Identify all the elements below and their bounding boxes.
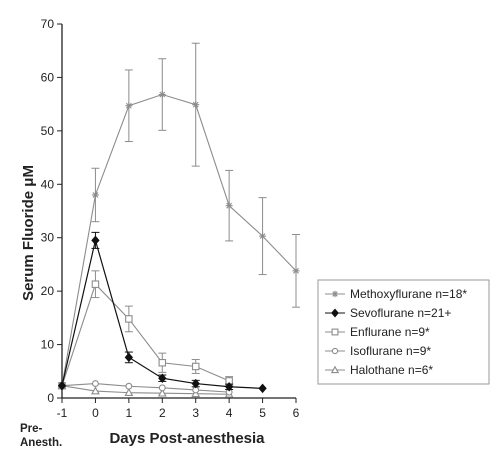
diamond-marker [191,378,200,389]
x-tick-label: 4 [226,406,233,420]
series-line [61,283,230,386]
y-tick-label: 0 [47,391,54,405]
triangle-marker [330,365,340,374]
x-tick-label: 6 [293,406,300,420]
series-line [61,93,297,386]
axes-group [61,24,296,399]
asterisk-stroke [332,291,338,297]
pre-anesth-label-line1: Pre- [20,423,43,435]
legend-entry: Sevoflurane n=21+ [325,306,451,320]
diamond-marker [91,235,100,246]
y-tick-label: 60 [41,70,55,84]
triangle-marker [124,388,134,397]
series-asterisk [58,42,300,390]
circle-marker [331,347,339,355]
legend-label: Halothane n=6* [350,363,433,377]
asterisk-marker [158,91,166,99]
y-tick-label: 20 [41,284,55,298]
legend-entry: Isoflurane n=9* [325,344,431,358]
x-tick-label: 2 [159,406,166,420]
legend-entry: Halothane n=6* [325,363,433,377]
square-marker [191,362,200,371]
y-tick-label: 70 [41,17,55,31]
asterisk-marker [192,101,200,109]
series-line [61,383,230,393]
diamond-marker [331,308,339,318]
x-tick-label: 0 [92,406,99,420]
asterisk-marker [292,267,300,275]
asterisk-marker [91,191,99,199]
legend-label: Methoxyflurane n=18* [350,287,467,301]
square-marker [331,328,339,336]
diamond-marker [124,352,134,363]
triangle-marker [157,388,167,397]
circle-marker [125,382,133,390]
asterisk-stroke [226,202,233,209]
legend: Methoxyflurane n=18* Sevoflurane n=21+ Enf… [317,279,490,385]
asterisk-stroke [259,233,266,240]
square-marker [91,280,100,288]
circle-marker [158,384,166,392]
series-diamond [57,231,267,394]
legend-entry: Enflurane n=9* [325,325,430,339]
asterisk-stroke [192,101,199,108]
series-line [61,385,230,395]
diamond-marker [224,382,234,392]
y-tick-label: 10 [41,338,55,352]
legend-label: Enflurane n=9* [350,325,430,339]
triangle-marker [90,386,100,395]
asterisk-stroke [125,102,132,109]
pre-anesth-label-line2: Anesth. [20,437,62,449]
x-tick-label: 1 [126,406,133,420]
asterisk-stroke [159,91,166,98]
circle-marker [91,380,99,388]
legend-label: Isoflurane n=9* [350,344,431,358]
asterisk-marker [125,102,133,110]
series-group [57,42,300,398]
asterisk-stroke [92,192,99,198]
asterisk-marker [225,202,233,210]
legend-box [317,279,490,385]
legend-label: Sevoflurane n=21+ [350,306,451,320]
legend-entry: Methoxyflurane n=18* [325,287,467,301]
x-tick-label: 5 [259,406,266,420]
asterisk-marker [259,232,267,240]
asterisk-stroke [293,267,299,274]
y-tick-label: 50 [41,124,55,138]
y-tick-label: 30 [41,231,55,245]
diamond-marker [57,380,67,391]
diamond-marker [158,373,167,383]
square-marker [158,358,167,367]
square-marker [125,315,133,323]
y-axis-title: Serum Fluoride μM [20,165,37,301]
x-tick-label: -1 [57,406,68,420]
x-tick-label: 3 [192,406,199,420]
x-axis-title: Days Post-anesthesia [109,430,265,447]
diamond-marker [258,383,267,394]
asterisk-marker [331,290,339,298]
y-tick-label: 40 [41,177,55,191]
